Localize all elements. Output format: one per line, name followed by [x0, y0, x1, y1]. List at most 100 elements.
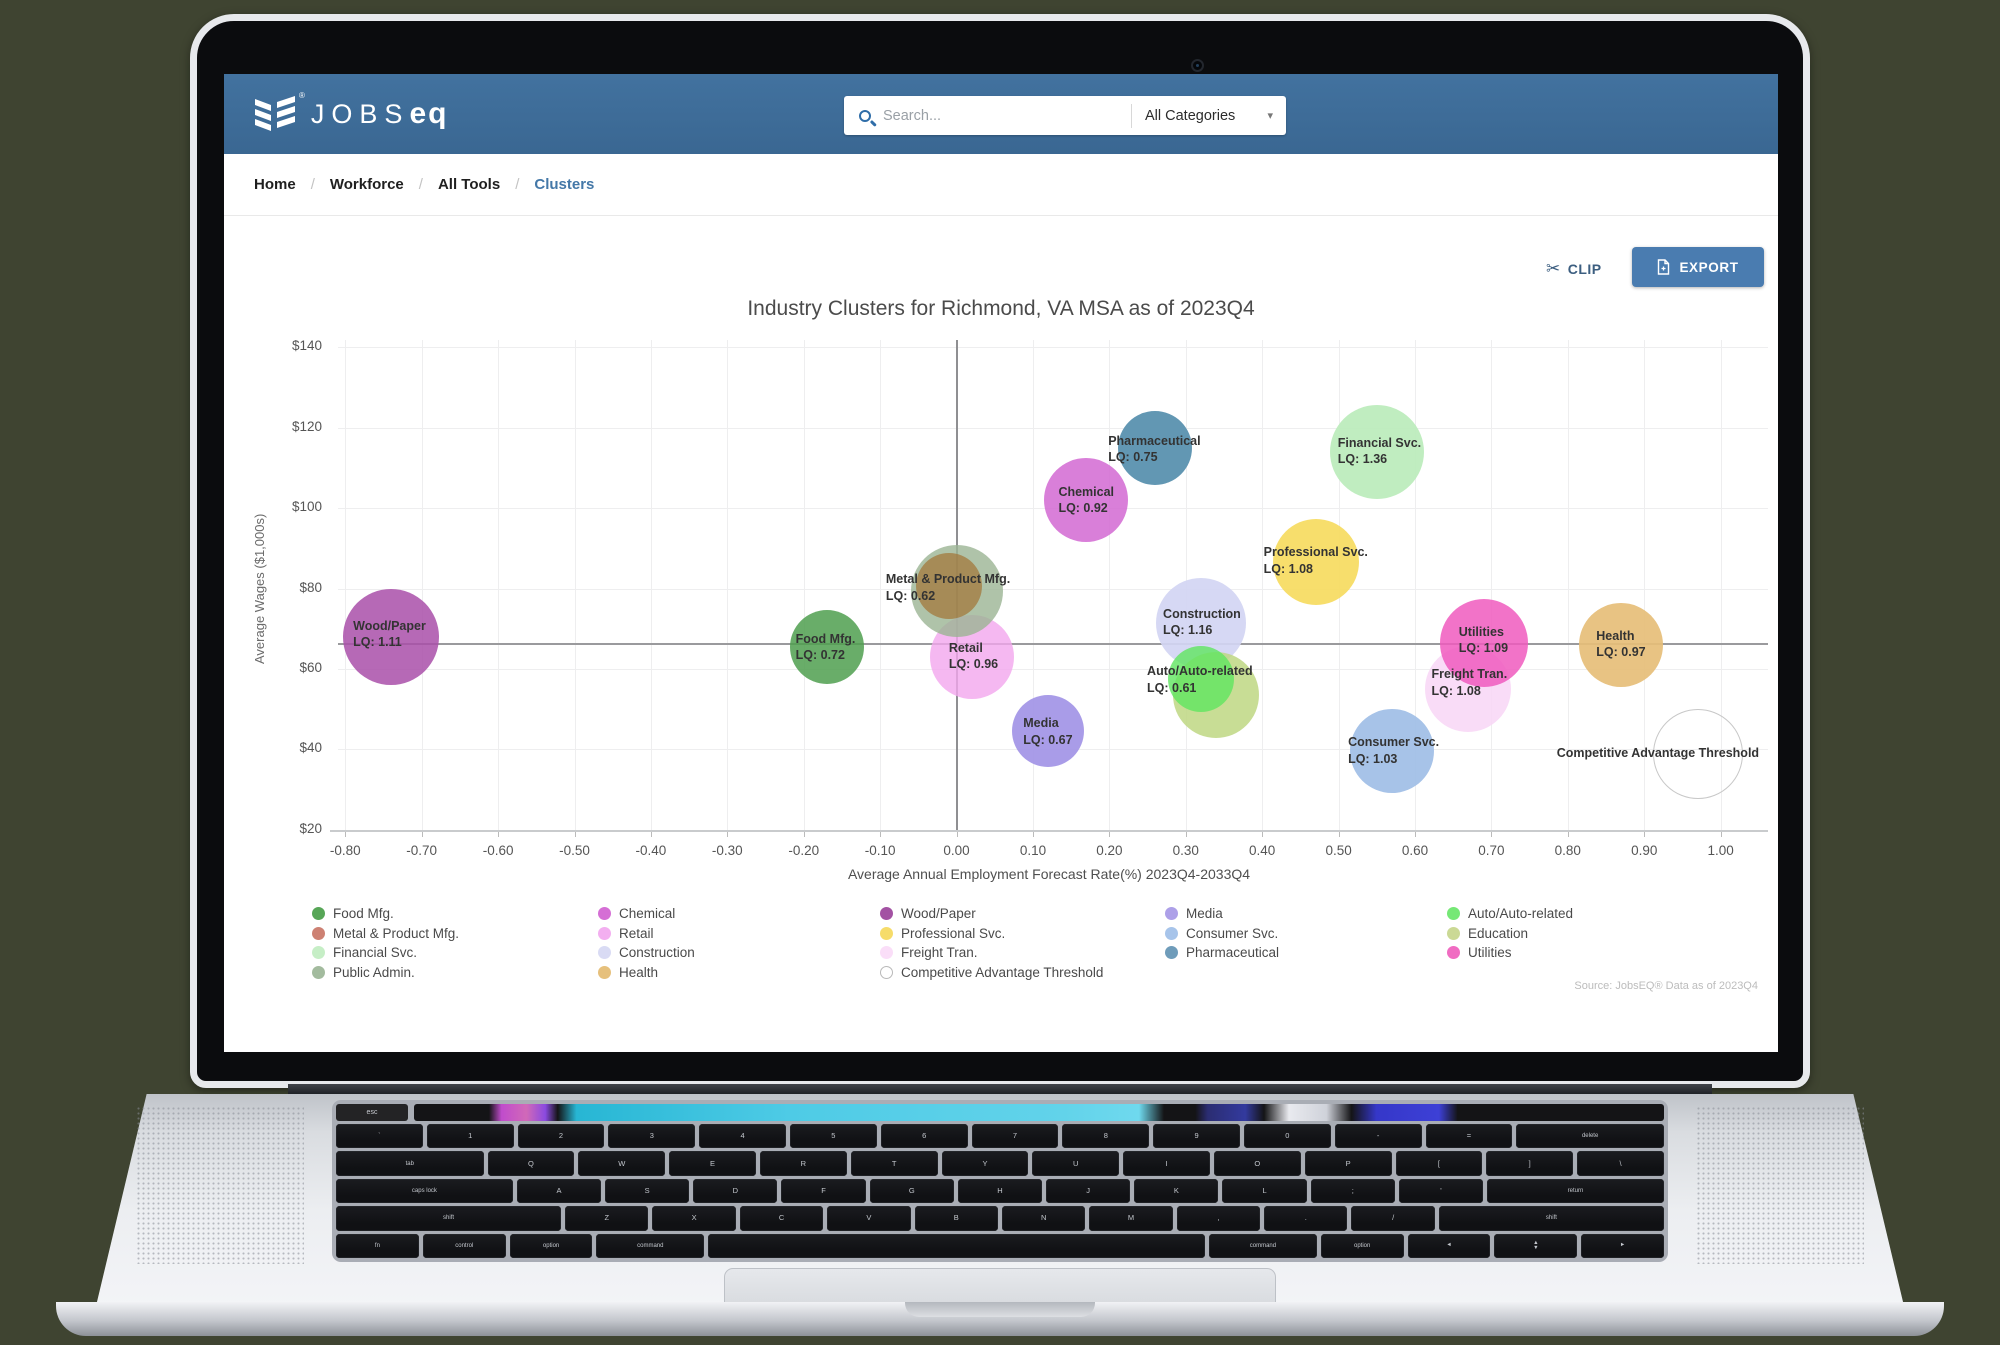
bubble-utilities[interactable]	[1439, 598, 1528, 687]
bubble-label-media: Media LQ: 0.67	[1023, 715, 1072, 748]
keyboard-key: E	[669, 1151, 756, 1176]
bubble-consumer[interactable]	[1350, 709, 1435, 794]
x-tick-mark	[803, 832, 805, 837]
legend-item[interactable]: Health	[598, 963, 695, 983]
gridline-vertical	[574, 340, 576, 830]
gridline-vertical	[1644, 340, 1646, 830]
legend-item[interactable]: Construction	[598, 943, 695, 963]
keyboard-key: command	[1209, 1233, 1317, 1259]
legend-item[interactable]: Retail	[598, 924, 695, 944]
chevron-down-icon: ▾	[1267, 110, 1273, 122]
bubble-food_mfg[interactable]	[789, 609, 864, 684]
search-input[interactable]	[871, 107, 1131, 124]
category-dropdown-value: All Categories	[1145, 107, 1236, 124]
legend-item[interactable]: Metal & Product Mfg.	[312, 924, 459, 944]
keyboard-key: I	[1123, 1151, 1210, 1176]
keyboard-key: X	[652, 1206, 736, 1231]
legend-item[interactable]: Competitive Advantage Threshold	[880, 963, 1103, 983]
keyboard-key: M	[1089, 1206, 1173, 1231]
keyboard-key	[708, 1233, 1206, 1259]
bubble-label-name: Metal & Product Mfg.	[885, 572, 1011, 587]
legend-item[interactable]: Public Admin.	[312, 963, 459, 983]
legend-item[interactable]: Food Mfg.	[312, 904, 459, 924]
keyboard-key: 1	[426, 1124, 514, 1149]
bubble-label-name: Professional Svc.	[1263, 545, 1368, 560]
x-tick-mark	[345, 832, 347, 837]
bubble-metal_mfg[interactable]	[915, 553, 982, 620]
keyboard-key: L	[1222, 1178, 1307, 1204]
breadcrumb-separator: /	[418, 176, 423, 193]
legend-label: Consumer Svc.	[1186, 925, 1279, 941]
legend-item[interactable]: Consumer Svc.	[1165, 924, 1279, 944]
x-tick-label: 0.90	[1631, 843, 1658, 858]
legend-label: Competitive Advantage Threshold	[901, 964, 1104, 980]
y-tick-label: $80	[299, 579, 322, 595]
bubble-auto[interactable]	[1168, 646, 1235, 713]
keyboard-row: shift Z X C V B N M,. / shift	[336, 1206, 1664, 1231]
bubble-media[interactable]	[1012, 695, 1085, 768]
export-button[interactable]: EXPORT	[1632, 247, 1764, 287]
bubble-financial[interactable]	[1329, 404, 1424, 499]
legend-item[interactable]: Wood/Paper	[880, 904, 1103, 924]
bubble-pharma[interactable]	[1118, 410, 1193, 485]
bubble-threshold[interactable]	[1652, 708, 1743, 799]
keyboard-key: D	[693, 1178, 778, 1204]
search-bar[interactable]: All Categories ▾	[844, 96, 1286, 135]
brand-jobs-text: JOBS	[310, 99, 410, 129]
y-tick-label: $40	[299, 740, 322, 756]
legend-item[interactable]: Financial Svc.	[312, 943, 459, 963]
legend-item[interactable]: Professional Svc.	[880, 924, 1103, 944]
x-tick-mark	[421, 832, 423, 837]
bubble-label-lq: LQ: 0.96	[948, 657, 999, 672]
legend-item[interactable]: Education	[1447, 924, 1573, 944]
breadcrumb-all-tools[interactable]: All Tools	[437, 176, 501, 193]
bubble-label-name: Pharmaceutical	[1108, 433, 1201, 448]
legend-item[interactable]: Media	[1165, 904, 1279, 924]
breadcrumb: Home / Workforce / All Tools / Clusters	[224, 154, 1778, 216]
bubble-label-lq: LQ: 1.36	[1337, 452, 1388, 467]
brand-eq-text: eq	[409, 97, 449, 130]
gridline-vertical	[803, 340, 805, 830]
bubble-label-lq: LQ: 1.03	[1348, 751, 1398, 766]
bubble-label-auto: Auto/Auto-related LQ: 0.61	[1147, 663, 1253, 696]
bubble-label-professional: Professional Svc. LQ: 1.08	[1264, 544, 1368, 577]
gridline-vertical	[345, 340, 347, 830]
legend-item[interactable]: Pharmaceutical	[1165, 943, 1279, 963]
gridline-horizontal	[338, 668, 1768, 670]
jobseq-logo: ® JOBS eq	[252, 91, 448, 137]
breadcrumb-workforce[interactable]: Workforce	[329, 176, 404, 193]
x-tick-label: 0.40	[1249, 843, 1276, 858]
legend-item[interactable]: Chemical	[598, 904, 695, 924]
keyboard-key: Q	[487, 1151, 575, 1176]
keyboard-key: 9	[1153, 1124, 1240, 1149]
laptop-keyboard: esc ` 1 2 3 4 5 6 7 8 9 0- = delete tab Q W E R T Y U I O P[] \ c…	[332, 1100, 1668, 1262]
legend-swatch	[312, 946, 325, 960]
legend-item[interactable]: Auto/Auto-related	[1447, 904, 1573, 924]
legend-item[interactable]: Utilities	[1447, 943, 1573, 963]
bubble-professional[interactable]	[1272, 519, 1359, 606]
keyboard-key: \	[1577, 1151, 1664, 1176]
keyboard-key: 6	[880, 1124, 968, 1149]
keyboard-key: P	[1304, 1151, 1392, 1176]
bubble-chemical[interactable]	[1044, 457, 1129, 542]
bubble-wood_paper[interactable]	[343, 588, 440, 685]
bubble-label-lq: LQ: 0.67	[1023, 732, 1073, 747]
bubble-label-chemical: Chemical LQ: 0.92	[1058, 484, 1114, 517]
legend-item[interactable]: Freight Tran.	[880, 943, 1103, 963]
x-tick-label: 0.80	[1554, 843, 1581, 858]
keyboard-key: Z	[565, 1206, 649, 1231]
search-divider	[1131, 103, 1132, 128]
breadcrumb-home[interactable]: Home	[254, 176, 296, 193]
keyboard-key: G	[869, 1178, 954, 1204]
keyboard-row: ` 1 2 3 4 5 6 7 8 9 0- = delete	[336, 1124, 1664, 1149]
clip-button[interactable]: ✂ CLIP	[1546, 251, 1602, 287]
x-tick-mark	[1491, 832, 1493, 837]
category-dropdown[interactable]: All Categories ▾	[1132, 96, 1286, 135]
breadcrumb-clusters[interactable]: Clusters	[534, 176, 595, 193]
keyboard-key: /	[1351, 1206, 1435, 1231]
bubble-health[interactable]	[1579, 602, 1664, 687]
x-tick-label: 0.00	[943, 843, 970, 858]
bubble-label-lq: LQ: 0.75	[1108, 450, 1158, 465]
bubble-label-name: Competitive Advantage Threshold	[1556, 745, 1760, 760]
keyboard-key: delete	[1516, 1124, 1664, 1149]
